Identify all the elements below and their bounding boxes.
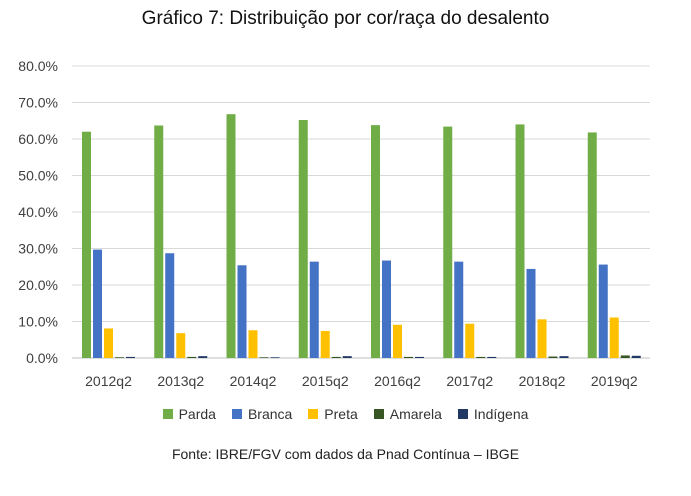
chart-title: Gráfico 7: Distribuição por cor/raça do … [141,8,550,29]
bars [82,114,641,359]
legend-item-preta: Preta [308,406,358,422]
bar-indígena-2012q2 [126,356,135,358]
legend-swatch [231,409,242,419]
x-tick-label: 2016q2 [374,373,421,389]
bar-preta-2019q2 [609,317,619,358]
bar-parda-2018q2 [515,124,525,359]
bar-branca-2016q2 [382,260,391,358]
bar-parda-2016q2 [371,125,380,358]
x-tick-label: 2015q2 [302,373,349,389]
legend-label: Indígena [473,406,529,422]
x-tick-label: 2012q2 [85,373,132,389]
y-tick-label: 60.0% [18,131,58,147]
x-tick-label: 2018q2 [519,373,566,389]
bar-parda-2014q2 [226,114,236,359]
bar-amarela-2015q2 [331,356,341,358]
bar-indígena-2019q2 [631,355,641,358]
legend-swatch [373,409,384,419]
bar-amarela-2017q2 [476,356,486,358]
bar-branca-2019q2 [598,264,608,358]
x-tick-label: 2019q2 [591,373,638,389]
bar-parda-2015q2 [298,120,308,359]
legend-swatch [162,409,173,419]
bar-parda-2017q2 [443,126,453,358]
bar-parda-2012q2 [82,131,91,358]
bar-amarela-2016q2 [404,356,413,358]
bar-branca-2017q2 [454,261,464,358]
bar-preta-2016q2 [393,324,402,358]
bar-amarela-2012q2 [115,357,124,358]
bar-parda-2019q2 [587,132,597,358]
gridlines [72,65,650,359]
source-note: Fonte: IBRE/FGV com dados da Pnad Contín… [171,446,520,462]
bar-indígena-2018q2 [559,356,569,358]
bar-amarela-2018q2 [548,356,558,358]
bar-indígena-2014q2 [270,357,280,358]
legend-label: Parda [178,406,216,422]
bar-branca-2012q2 [93,249,102,358]
bar-amarela-2014q2 [259,357,269,358]
y-tick-label: 30.0% [18,241,58,257]
x-tick-label: 2017q2 [446,373,493,389]
legend-swatch [308,409,319,419]
legend-item-amarela: Amarela [373,406,442,422]
bar-branca-2018q2 [526,268,536,358]
y-tick-label: 80.0% [18,58,58,74]
bar-branca-2013q2 [165,253,175,358]
bar-chart: 0.0% 10.0% 20.0% 30.0% 40.0% 50.0% 60.0% 70.0% 8… [18,58,650,389]
bar-indígena-2017q2 [487,356,497,358]
x-tick-label: 2013q2 [157,373,204,389]
bar-preta-2017q2 [465,323,475,358]
legend-item-parda: Parda [162,406,216,422]
y-tick-label: 70.0% [18,95,58,111]
y-tick-label: 0.0% [26,350,58,366]
y-tick-label: 40.0% [18,204,58,220]
bar-indígena-2016q2 [415,356,424,358]
legend-item-indígena: Indígena [457,406,529,422]
legend-swatch [457,409,468,419]
bar-branca-2015q2 [309,261,319,358]
y-tick-label: 10.0% [18,314,58,330]
legend-item-branca: Branca [231,406,293,422]
bar-amarela-2013q2 [187,356,197,358]
y-axis-ticks: 0.0% 10.0% 20.0% 30.0% 40.0% 50.0% 60.0% 70.0% 8… [18,58,58,366]
legend-label: Preta [324,406,358,422]
bar-amarela-2019q2 [620,355,630,358]
legend-label: Amarela [389,406,442,422]
bar-preta-2012q2 [104,328,113,358]
bar-preta-2015q2 [320,330,330,358]
x-tick-label: 2014q2 [230,373,277,389]
bar-preta-2013q2 [176,333,186,358]
bar-indígena-2013q2 [198,356,208,358]
y-tick-label: 50.0% [18,168,58,184]
bar-indígena-2015q2 [342,356,352,358]
bar-preta-2018q2 [537,319,547,358]
bar-preta-2014q2 [248,330,258,358]
legend-label: Branca [247,406,293,422]
bar-parda-2013q2 [154,125,164,359]
x-axis-ticks: 2012q2 2013q2 2014q2 2015q2 2016q2 2017q2 2018… [85,373,638,389]
bar-branca-2014q2 [237,265,247,358]
y-tick-label: 20.0% [18,277,58,293]
legend: Parda Branca Preta Amarela Indígena [0,406,691,422]
